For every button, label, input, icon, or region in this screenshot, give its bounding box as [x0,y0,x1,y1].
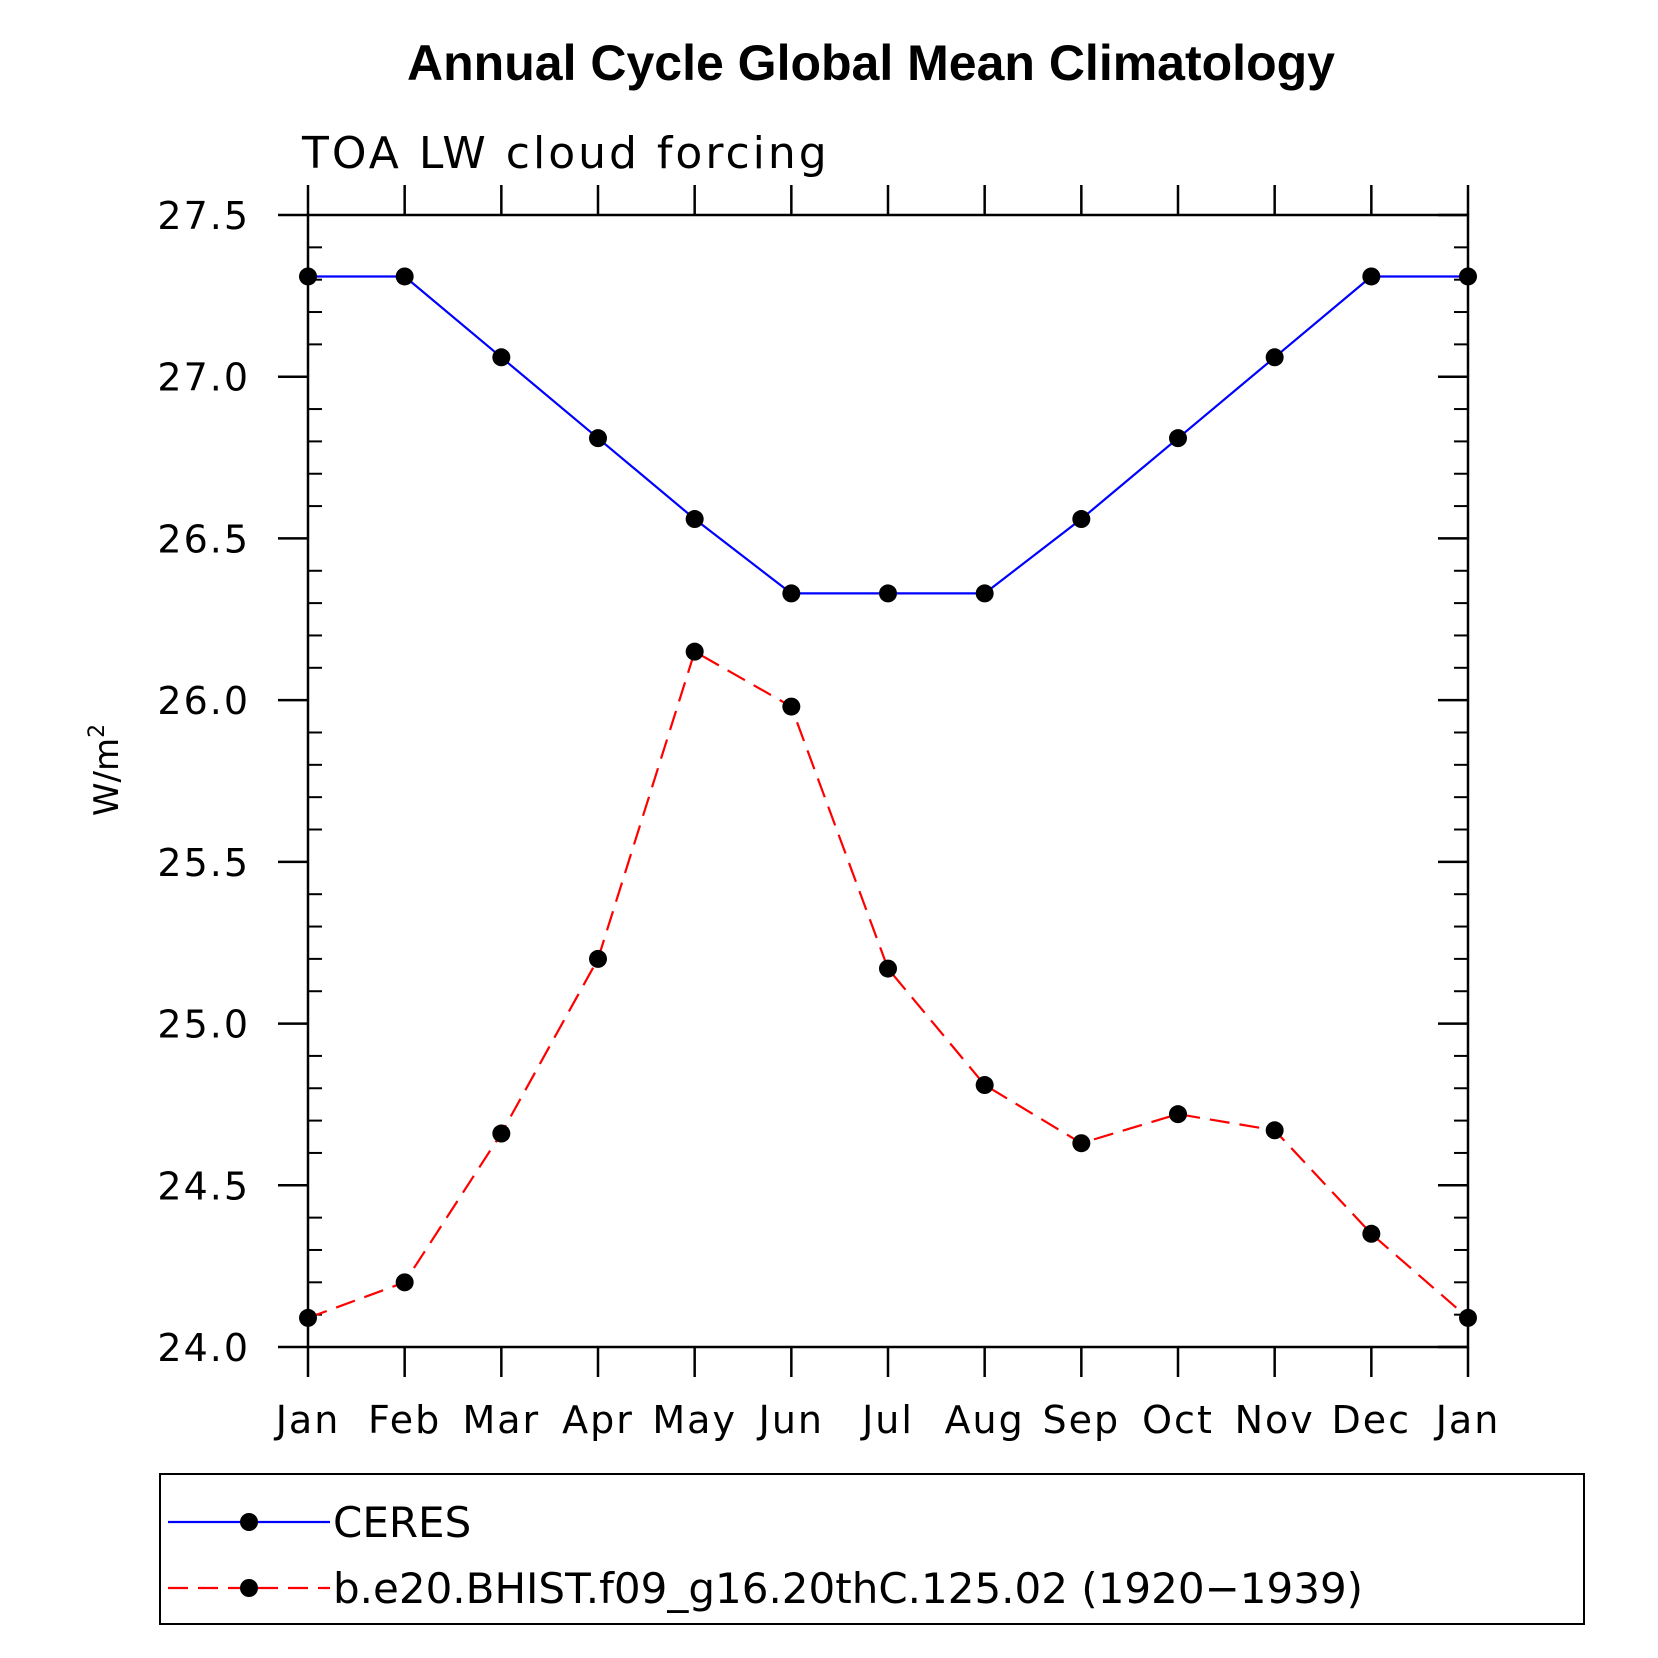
x-tick-label: Aug [945,1398,1025,1442]
legend-items: CERES b.e20.BHIST.f09_g16.20thC.125.02 (1… [168,1498,1363,1613]
y-axis-label: W/m2 [85,724,127,816]
x-tick-label: Jan [1434,1398,1501,1442]
x-tick-label: Nov [1235,1398,1315,1442]
x-tick-label: Mar [462,1398,540,1442]
data-point [1362,267,1381,286]
x-tick-label: Oct [1142,1398,1214,1442]
data-point [975,1076,994,1095]
data-point [1072,510,1091,529]
data-point [685,510,704,529]
x-tick-label: Jan [274,1398,341,1442]
y-tick-label: 26.0 [157,679,250,723]
x-tick-label: Jun [757,1398,824,1442]
data-point [879,959,897,978]
legend-label-2: b.e20.BHIST.f09_g16.20thC.125.02 (1920−1… [333,1564,1363,1613]
x-tick-labels: Jan Feb Mar Apr May Jun Jul Aug Sep Oct Nov Dec Jan [274,1398,1501,1442]
data-point [492,1124,511,1143]
legend-box [159,1473,1585,1625]
y-tick-label: 27.5 [157,194,250,238]
y-tick-label: 24.0 [157,1326,250,1370]
y-tick-label: 27.0 [157,356,250,400]
series-line-2 [307,649,1469,1319]
series-layer [299,267,1477,1327]
legend-marker-2 [240,1579,258,1597]
x-tick-label: May [652,1398,737,1442]
chart-subtitle: TOA LW cloud forcing [301,128,830,179]
y-tick-label: 26.5 [157,517,250,561]
data-point [1169,1105,1187,1124]
x-tick-label: Feb [368,1398,441,1442]
legend-label-1: CERES [333,1498,471,1547]
data-point [782,697,801,716]
legend: CERES b.e20.BHIST.f09_g16.20thC.125.02 (1… [159,1473,1585,1625]
data-point [782,584,801,603]
x-tick-label: Jul [860,1398,914,1442]
data-point [395,267,414,286]
data-point [589,949,607,968]
y-axis-label-superscript: 2 [85,724,110,738]
axes [278,185,1470,1377]
data-point [1459,267,1477,286]
y-tick-label: 24.5 [157,1164,250,1208]
data-point [1459,1308,1477,1327]
data-point [299,1308,317,1327]
data-point [299,267,317,286]
x-tick-label: Dec [1332,1398,1412,1442]
data-point [395,1273,414,1292]
data-point [589,429,607,448]
y-axis-label-unit: W/m [87,738,127,816]
data-point [1265,1121,1284,1140]
series-line-1 [308,275,1468,595]
data-point [1265,348,1284,367]
y-tick-labels: 24.0 24.5 25.0 25.5 26.0 26.5 27.0 27.5 [157,194,250,1370]
y-tick-label: 25.0 [157,1003,250,1047]
x-tick-label: Apr [562,1398,634,1442]
data-point [975,584,994,603]
data-point [1072,1134,1091,1153]
y-tick-label: 25.5 [157,841,250,885]
plot-frame [306,213,1470,1349]
data-point [879,584,897,603]
chart-title: Annual Cycle Global Mean Climatology [407,35,1335,91]
data-point [492,348,511,367]
data-point [685,642,704,661]
data-point [1169,429,1187,448]
legend-marker-1 [240,1513,258,1531]
x-tick-label: Sep [1043,1398,1121,1442]
data-point [1362,1224,1381,1243]
